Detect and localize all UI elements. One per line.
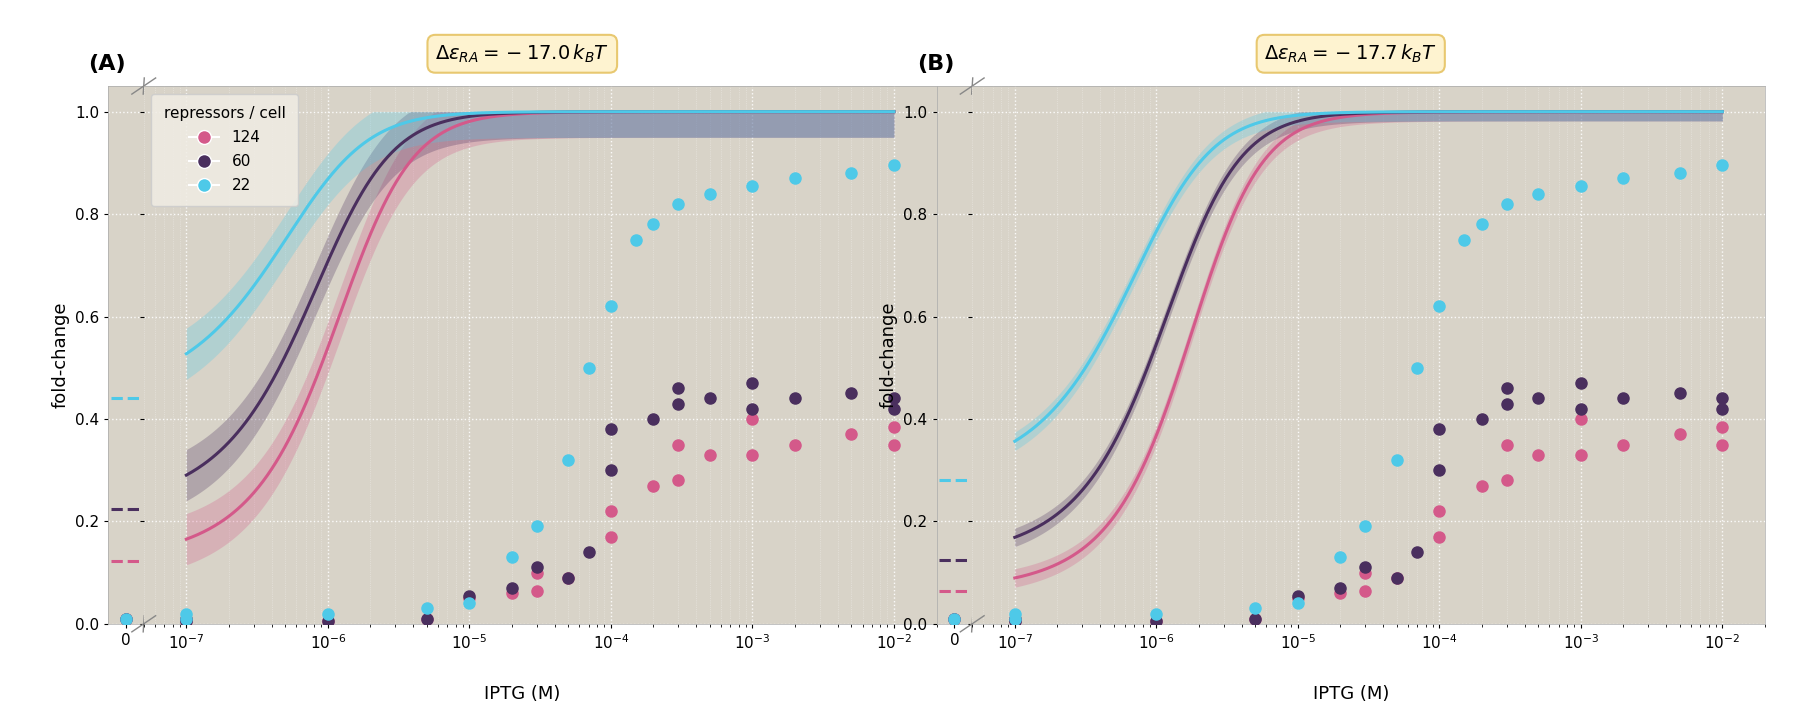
Text: $\Delta\varepsilon_{RA} = -17.0\, k_BT$: $\Delta\varepsilon_{RA} = -17.0\, k_BT$ bbox=[436, 42, 609, 65]
Legend: 124, 60, 22: 124, 60, 22 bbox=[151, 94, 297, 206]
Text: IPTG (M): IPTG (M) bbox=[484, 685, 560, 703]
Text: (B): (B) bbox=[917, 54, 955, 74]
Text: $\Delta\varepsilon_{RA} = -17.7\, k_BT$: $\Delta\varepsilon_{RA} = -17.7\, k_BT$ bbox=[1264, 42, 1437, 65]
Y-axis label: fold-change: fold-change bbox=[879, 302, 897, 408]
Text: IPTG (M): IPTG (M) bbox=[1313, 685, 1389, 703]
Text: (A): (A) bbox=[88, 54, 126, 74]
Y-axis label: fold-change: fold-change bbox=[50, 302, 68, 408]
